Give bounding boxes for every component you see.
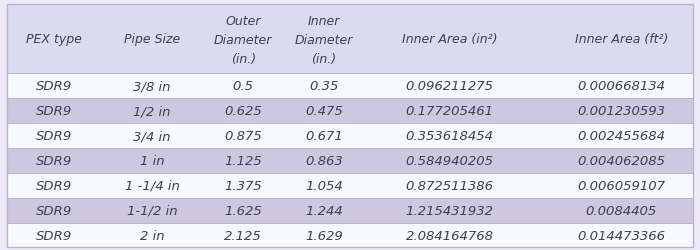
Text: Inner: Inner xyxy=(307,15,340,28)
Text: 2.125: 2.125 xyxy=(225,229,262,241)
Text: SDR9: SDR9 xyxy=(36,80,72,93)
Bar xyxy=(7,223,693,248)
Text: Pipe Size: Pipe Size xyxy=(124,33,181,46)
Text: 1 -1/4 in: 1 -1/4 in xyxy=(125,179,180,192)
Text: Inner Area (ft²): Inner Area (ft²) xyxy=(575,33,668,46)
Text: 1/2 in: 1/2 in xyxy=(134,105,171,118)
Text: 1.244: 1.244 xyxy=(305,204,342,217)
Text: 0.0084405: 0.0084405 xyxy=(586,204,657,217)
Text: SDR9: SDR9 xyxy=(36,204,72,217)
Text: 0.353618454: 0.353618454 xyxy=(406,130,494,142)
Text: Diameter: Diameter xyxy=(214,34,272,47)
Text: 1.054: 1.054 xyxy=(305,179,342,192)
Text: 1 in: 1 in xyxy=(140,154,164,167)
Text: 0.872511386: 0.872511386 xyxy=(406,179,494,192)
Text: 0.584940205: 0.584940205 xyxy=(406,154,494,167)
Bar xyxy=(7,99,693,124)
Bar xyxy=(7,148,693,173)
Text: 0.002455684: 0.002455684 xyxy=(578,130,665,142)
Text: Diameter: Diameter xyxy=(295,34,353,47)
Text: 1.125: 1.125 xyxy=(225,154,262,167)
Text: 0.863: 0.863 xyxy=(305,154,342,167)
Text: 1.629: 1.629 xyxy=(305,229,342,241)
Bar xyxy=(7,173,693,198)
Bar xyxy=(7,74,693,99)
Text: 0.006059107: 0.006059107 xyxy=(578,179,665,192)
Text: (in.): (in.) xyxy=(231,53,255,66)
Text: 0.35: 0.35 xyxy=(309,80,338,93)
Text: 2 in: 2 in xyxy=(140,229,164,241)
Text: SDR9: SDR9 xyxy=(36,154,72,167)
Bar xyxy=(7,198,693,223)
Text: 3/4 in: 3/4 in xyxy=(134,130,171,142)
Text: 0.5: 0.5 xyxy=(232,80,253,93)
Text: 1.215431932: 1.215431932 xyxy=(406,204,494,217)
Text: 0.625: 0.625 xyxy=(225,105,262,118)
Text: 1.625: 1.625 xyxy=(225,204,262,217)
Text: SDR9: SDR9 xyxy=(36,179,72,192)
Text: SDR9: SDR9 xyxy=(36,130,72,142)
Bar xyxy=(7,5,693,74)
Text: 0.001230593: 0.001230593 xyxy=(578,105,665,118)
Text: Outer: Outer xyxy=(225,15,261,28)
Text: SDR9: SDR9 xyxy=(36,105,72,118)
Text: 0.177205461: 0.177205461 xyxy=(406,105,494,118)
Text: PEX type: PEX type xyxy=(27,33,82,46)
Text: 0.875: 0.875 xyxy=(225,130,262,142)
Text: 0.671: 0.671 xyxy=(305,130,342,142)
Bar xyxy=(7,124,693,148)
Text: SDR9: SDR9 xyxy=(36,229,72,241)
Text: 1.375: 1.375 xyxy=(225,179,262,192)
Text: (in.): (in.) xyxy=(312,53,336,66)
Text: 0.014473366: 0.014473366 xyxy=(578,229,665,241)
Text: 3/8 in: 3/8 in xyxy=(134,80,171,93)
Text: 1-1/2 in: 1-1/2 in xyxy=(127,204,178,217)
Text: 0.475: 0.475 xyxy=(305,105,342,118)
Text: 0.096211275: 0.096211275 xyxy=(406,80,494,93)
Text: 0.004062085: 0.004062085 xyxy=(578,154,665,167)
Text: Inner Area (in²): Inner Area (in²) xyxy=(402,33,498,46)
Text: 2.084164768: 2.084164768 xyxy=(406,229,494,241)
Text: 0.000668134: 0.000668134 xyxy=(578,80,665,93)
